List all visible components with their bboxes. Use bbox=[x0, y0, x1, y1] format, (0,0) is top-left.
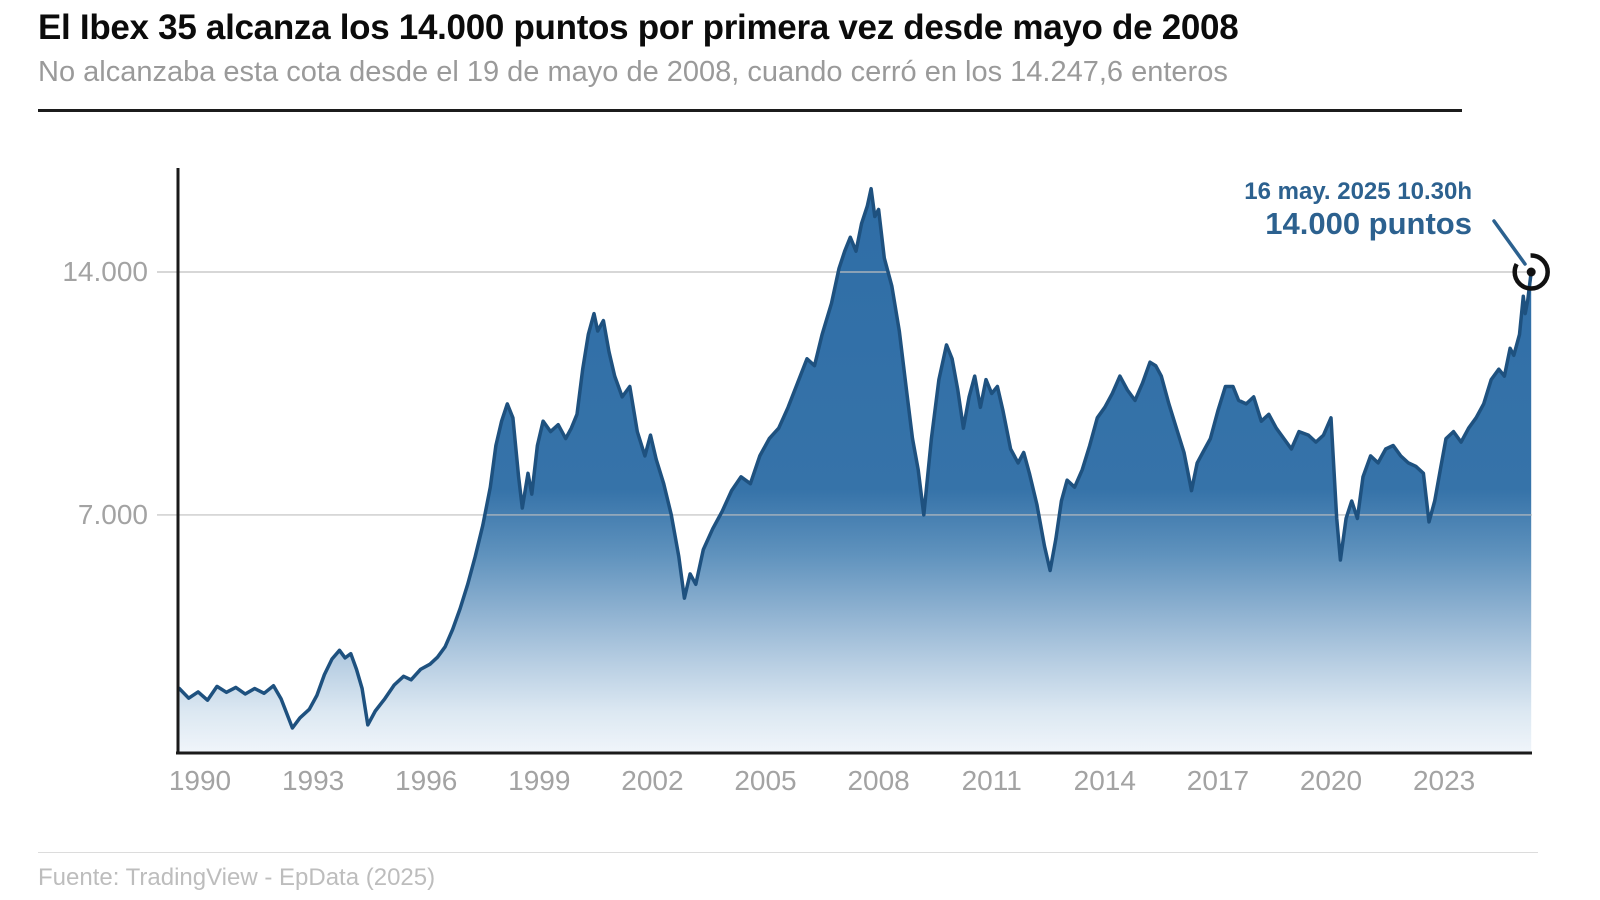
x-tick-label: 1993 bbox=[282, 765, 344, 796]
x-tick-label: 2011 bbox=[962, 765, 1022, 796]
point-marker-ring bbox=[1512, 253, 1550, 291]
x-tick-label: 2008 bbox=[847, 765, 909, 796]
x-tick-label: 2023 bbox=[1413, 765, 1475, 796]
x-tick-label: 2014 bbox=[1074, 765, 1136, 796]
line-series bbox=[177, 186, 1533, 730]
source-note: Fuente: TradingView - EpData (2025) bbox=[38, 864, 436, 891]
y-axis-labels: 7.000 14.000 bbox=[62, 256, 148, 530]
x-axis-labels: 1990 1993 1996 1999 2002 2005 2008 2011 2014 2017… bbox=[169, 765, 1475, 796]
y-tick-label: 7.000 bbox=[78, 499, 148, 530]
page-title: El Ibex 35 alcanza los 14.000 puntos por… bbox=[38, 8, 1239, 47]
title-divider bbox=[38, 109, 1462, 112]
annotation-pointer-line bbox=[1492, 219, 1527, 266]
point-marker-dot bbox=[1526, 267, 1536, 277]
area-series-fill bbox=[179, 188, 1532, 753]
x-tick-label: 1996 bbox=[395, 765, 457, 796]
x-tick-label: 2020 bbox=[1300, 765, 1362, 796]
gridlines bbox=[157, 271, 1532, 516]
end-annotation: 16 may. 2025 10.30h 14.000 puntos bbox=[1244, 178, 1472, 243]
annotation-value: 14.000 puntos bbox=[1265, 206, 1472, 242]
x-tick-label: 2002 bbox=[621, 765, 683, 796]
x-tick-label: 2005 bbox=[734, 765, 796, 796]
footer-divider bbox=[38, 852, 1538, 853]
annotation-date: 16 may. 2025 10.30h bbox=[1244, 178, 1472, 205]
y-tick-label: 14.000 bbox=[62, 256, 148, 287]
page-subtitle: No alcanzaba esta cota desde el 19 de ma… bbox=[38, 56, 1228, 88]
x-tick-label: 2017 bbox=[1187, 765, 1249, 796]
x-tick-label: 1990 bbox=[169, 765, 231, 796]
x-tick-label: 1999 bbox=[508, 765, 570, 796]
